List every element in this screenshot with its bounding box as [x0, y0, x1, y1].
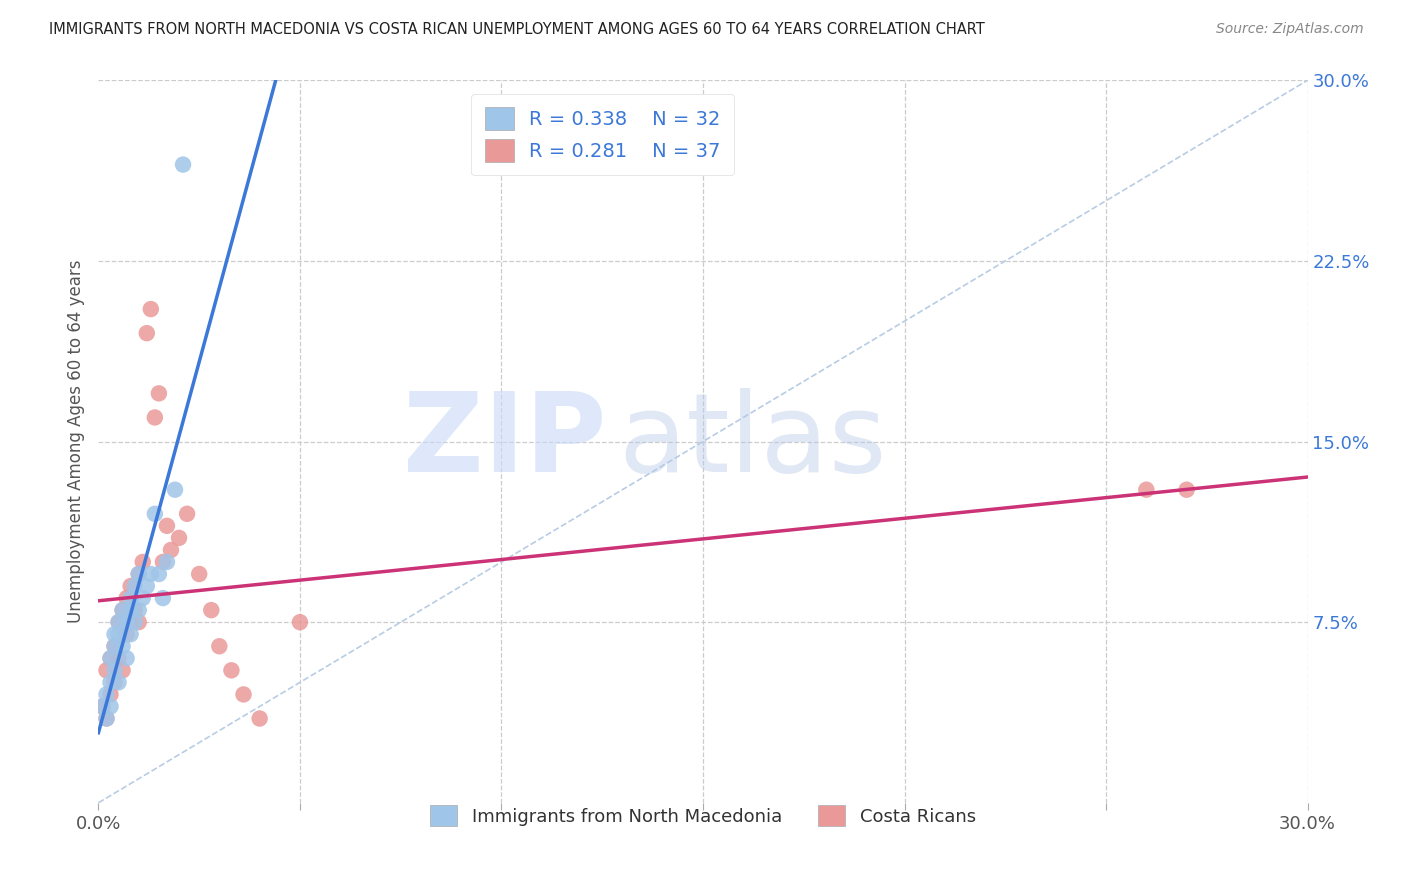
Point	[120, 627, 142, 641]
Point	[288, 615, 311, 630]
Point	[120, 579, 142, 593]
Point	[103, 627, 125, 641]
Point	[103, 664, 125, 678]
Point	[111, 664, 134, 678]
Y-axis label: Unemployment Among Ages 60 to 64 years: Unemployment Among Ages 60 to 64 years	[66, 260, 84, 624]
Point	[249, 712, 271, 726]
Point	[128, 603, 150, 617]
Point	[96, 712, 118, 726]
Point	[143, 410, 166, 425]
Point	[124, 603, 146, 617]
Point	[96, 687, 118, 701]
Point	[107, 651, 129, 665]
Point	[107, 615, 129, 630]
Point	[148, 567, 170, 582]
Text: IMMIGRANTS FROM NORTH MACEDONIA VS COSTA RICAN UNEMPLOYMENT AMONG AGES 60 TO 64 : IMMIGRANTS FROM NORTH MACEDONIA VS COSTA…	[49, 22, 986, 37]
Text: ZIP: ZIP	[404, 388, 606, 495]
Point	[103, 639, 125, 653]
Point	[103, 675, 125, 690]
Point	[152, 591, 174, 605]
Point	[208, 639, 231, 653]
Point	[1135, 483, 1157, 497]
Point	[152, 555, 174, 569]
Point	[100, 675, 122, 690]
Point	[132, 555, 155, 569]
Point	[156, 555, 179, 569]
Point	[111, 603, 134, 617]
Point	[172, 157, 194, 171]
Point	[107, 615, 129, 630]
Point	[1175, 483, 1198, 497]
Point	[132, 591, 155, 605]
Point	[156, 518, 179, 533]
Point	[111, 603, 134, 617]
Point	[115, 615, 138, 630]
Point	[91, 699, 114, 714]
Point	[232, 687, 254, 701]
Point	[167, 531, 190, 545]
Point	[115, 627, 138, 641]
Point	[96, 712, 118, 726]
Point	[163, 483, 186, 497]
Point	[148, 386, 170, 401]
Point	[120, 591, 142, 605]
Point	[221, 664, 243, 678]
Point	[120, 603, 142, 617]
Point	[139, 567, 162, 582]
Point	[128, 615, 150, 630]
Point	[188, 567, 211, 582]
Point	[120, 615, 142, 630]
Point	[124, 615, 146, 630]
Point	[143, 507, 166, 521]
Point	[128, 567, 150, 582]
Point	[91, 699, 114, 714]
Point	[176, 507, 198, 521]
Point	[139, 301, 162, 317]
Point	[160, 542, 183, 557]
Point	[115, 651, 138, 665]
Text: Source: ZipAtlas.com: Source: ZipAtlas.com	[1216, 22, 1364, 37]
Point	[100, 699, 122, 714]
Point	[103, 639, 125, 653]
Point	[128, 567, 150, 582]
Point	[135, 579, 157, 593]
Text: atlas: atlas	[619, 388, 887, 495]
Point	[111, 639, 134, 653]
Point	[100, 651, 122, 665]
Legend: Immigrants from North Macedonia, Costa Ricans: Immigrants from North Macedonia, Costa R…	[423, 798, 983, 833]
Point	[135, 326, 157, 340]
Point	[107, 627, 129, 641]
Point	[96, 664, 118, 678]
Point	[115, 591, 138, 605]
Point	[107, 675, 129, 690]
Point	[124, 579, 146, 593]
Point	[100, 687, 122, 701]
Point	[200, 603, 222, 617]
Point	[100, 651, 122, 665]
